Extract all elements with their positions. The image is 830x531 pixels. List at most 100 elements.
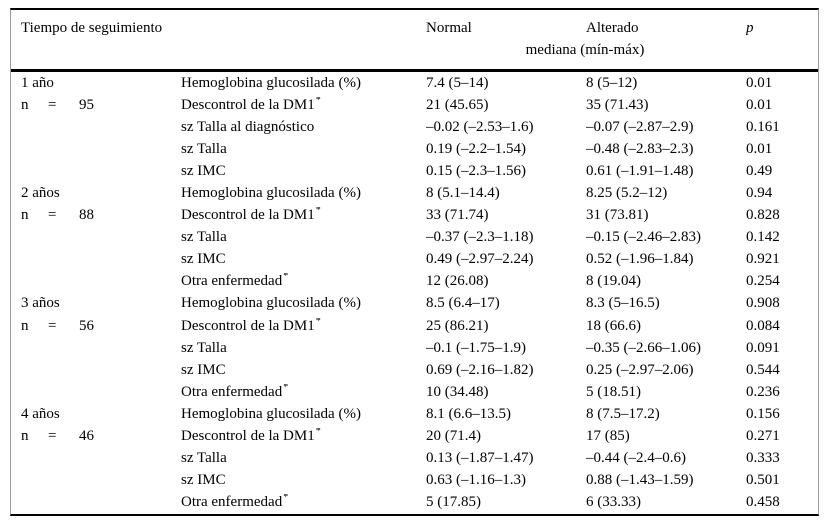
table-row: sz Talla al diagnóstico –0.02 (–2.53–1.6… (11, 116, 818, 138)
cell-p: 0.501 (746, 472, 780, 489)
cell-normal: 7.4 (5–14) (426, 74, 489, 91)
cell-variable: Descontrol de la DM1* (181, 317, 321, 334)
cell-variable: Hemoglobina glucosilada (%) (181, 74, 361, 91)
cell-altered: 0.52 (–1.96–1.84) (586, 251, 694, 268)
cell-p: 0.271 (746, 428, 780, 445)
table-row: sz IMC 0.63 (–1.16–1.3) 0.88 (–1.43–1.59… (11, 470, 818, 492)
cell-altered: 8 (19.04) (586, 273, 641, 290)
cell-variable: Otra enfermedad* (181, 494, 289, 511)
table-row: sz IMC 0.49 (–2.97–2.24) 0.52 (–1.96–1.8… (11, 249, 818, 271)
table-row: sz Talla 0.13 (–1.87–1.47) –0.44 (–2.4–0… (11, 448, 818, 470)
cell-altered: 8 (5–12) (586, 74, 638, 91)
cell-altered: 18 (66.6) (586, 317, 641, 334)
cell-p: 0.333 (746, 450, 780, 467)
group-time-label: 2 años (21, 185, 60, 202)
table-row: n = 56 Descontrol de la DM1* 25 (86.21) 18… (11, 315, 818, 337)
cell-altered: 0.61 (–1.91–1.48) (586, 162, 694, 179)
cell-variable: Otra enfermedad* (181, 273, 289, 290)
cell-normal: 8 (5.1–14.4) (426, 185, 500, 202)
table-row: sz Talla –0.1 (–1.75–1.9) –0.35 (–2.66–1… (11, 337, 818, 359)
cell-normal: 33 (71.74) (426, 207, 489, 224)
table-row: n = 46 Descontrol de la DM1* 20 (71.4) 17 … (11, 426, 818, 448)
table-row: sz Talla –0.37 (–2.3–1.18) –0.15 (–2.46–… (11, 227, 818, 249)
cell-normal: 25 (86.21) (426, 317, 489, 334)
cell-p: 0.084 (746, 317, 780, 334)
column-header-normal: Normal (426, 20, 472, 36)
cell-p: 0.94 (746, 185, 773, 202)
cell-p: 0.091 (746, 339, 780, 356)
cell-normal: 20 (71.4) (426, 428, 481, 445)
cell-altered: 0.88 (–1.43–1.59) (586, 472, 694, 489)
cell-normal: 0.63 (–1.16–1.3) (426, 472, 526, 489)
cell-variable: sz Talla (181, 450, 227, 467)
cell-normal: –0.37 (–2.3–1.18) (426, 229, 534, 246)
cell-p: 0.458 (746, 494, 780, 511)
subheader-row: mediana (mín-máx) (11, 42, 818, 59)
table-row: Otra enfermedad* 5 (17.85) 6 (33.33) 0.4… (11, 492, 818, 514)
cell-normal: 0.13 (–1.87–1.47) (426, 450, 534, 467)
footnote-asterisk: * (315, 428, 321, 438)
group-n-label: n = 95 (21, 96, 94, 113)
cell-variable: sz Talla (181, 229, 227, 246)
cell-variable: Hemoglobina glucosilada (%) (181, 185, 361, 202)
subheader-median-minmax: mediana (mín-máx) (525, 42, 645, 58)
table-row: 4 años Hemoglobina glucosilada (%) 8.1 (… (11, 403, 818, 425)
cell-altered: 0.25 (–2.97–2.06) (586, 361, 694, 378)
cell-normal: –0.1 (–1.75–1.9) (426, 339, 526, 356)
cell-normal: 10 (34.48) (426, 383, 489, 400)
cell-variable: Otra enfermedad* (181, 383, 289, 400)
cell-p: 0.156 (746, 405, 780, 422)
cell-p: 0.544 (746, 361, 780, 378)
cell-altered: 8.3 (5–16.5) (586, 295, 660, 312)
table-row: Otra enfermedad* 10 (34.48) 5 (18.51) 0.… (11, 381, 818, 403)
cell-normal: 0.69 (–2.16–1.82) (426, 361, 534, 378)
cell-normal: 21 (45.65) (426, 96, 489, 113)
header-row: Tiempo de seguimiento Normal Alterado p (11, 10, 818, 37)
table-row: sz IMC 0.69 (–2.16–1.82) 0.25 (–2.97–2.0… (11, 359, 818, 381)
cell-variable: sz IMC (181, 251, 226, 268)
footnote-asterisk: * (283, 494, 289, 504)
table-row: n = 95 Descontrol de la DM1* 21 (45.65) 35… (11, 94, 818, 116)
table-row: sz IMC 0.15 (–2.3–1.56) 0.61 (–1.91–1.48… (11, 160, 818, 182)
group-n-label: n = 46 (21, 428, 94, 445)
cell-altered: –0.07 (–2.87–2.9) (586, 118, 694, 135)
cell-normal: 8.5 (6.4–17) (426, 295, 500, 312)
cell-altered: 8 (7.5–17.2) (586, 405, 660, 422)
cell-variable: sz IMC (181, 162, 226, 179)
cell-variable: Hemoglobina glucosilada (%) (181, 405, 361, 422)
cell-variable: sz Talla (181, 140, 227, 157)
table-row: n = 88 Descontrol de la DM1* 33 (71.74) 31… (11, 205, 818, 227)
column-header-time: Tiempo de seguimiento (21, 20, 163, 36)
cell-p: 0.921 (746, 251, 780, 268)
cell-variable: Hemoglobina glucosilada (%) (181, 295, 361, 312)
footnote-asterisk: * (315, 317, 321, 327)
cell-p: 0.01 (746, 96, 773, 113)
cell-normal: 0.49 (–2.97–2.24) (426, 251, 534, 268)
column-header-p: p (746, 20, 754, 36)
cell-p: 0.908 (746, 295, 780, 312)
cell-normal: 12 (26.08) (426, 273, 489, 290)
cell-normal: 8.1 (6.6–13.5) (426, 405, 511, 422)
cell-p: 0.236 (746, 383, 780, 400)
cell-variable: Descontrol de la DM1* (181, 207, 321, 224)
footnote-asterisk: * (315, 96, 321, 106)
cell-altered: –0.35 (–2.66–1.06) (586, 339, 701, 356)
cell-normal: 0.19 (–2.2–1.54) (426, 140, 526, 157)
group-n-label: n = 88 (21, 207, 94, 224)
cell-variable: sz Talla al diagnóstico (181, 118, 315, 135)
cell-variable: Descontrol de la DM1* (181, 96, 321, 113)
table-row: 2 años Hemoglobina glucosilada (%) 8 (5.… (11, 182, 818, 204)
cell-altered: 17 (85) (586, 428, 630, 445)
cell-p: 0.161 (746, 118, 780, 135)
cell-p: 0.01 (746, 140, 773, 157)
cell-p: 0.254 (746, 273, 780, 290)
footnote-asterisk: * (315, 207, 321, 217)
table-row: 1 año Hemoglobina glucosilada (%) 7.4 (5… (11, 72, 818, 94)
group-n-label: n = 56 (21, 317, 94, 334)
table-row: Otra enfermedad* 12 (26.08) 8 (19.04) 0.… (11, 271, 818, 293)
cell-normal: 5 (17.85) (426, 494, 481, 511)
cell-altered: 35 (71.43) (586, 96, 649, 113)
table-body: 1 año Hemoglobina glucosilada (%) 7.4 (5… (11, 72, 818, 514)
column-header-altered: Alterado (586, 20, 639, 36)
cell-altered: 31 (73.81) (586, 207, 649, 224)
